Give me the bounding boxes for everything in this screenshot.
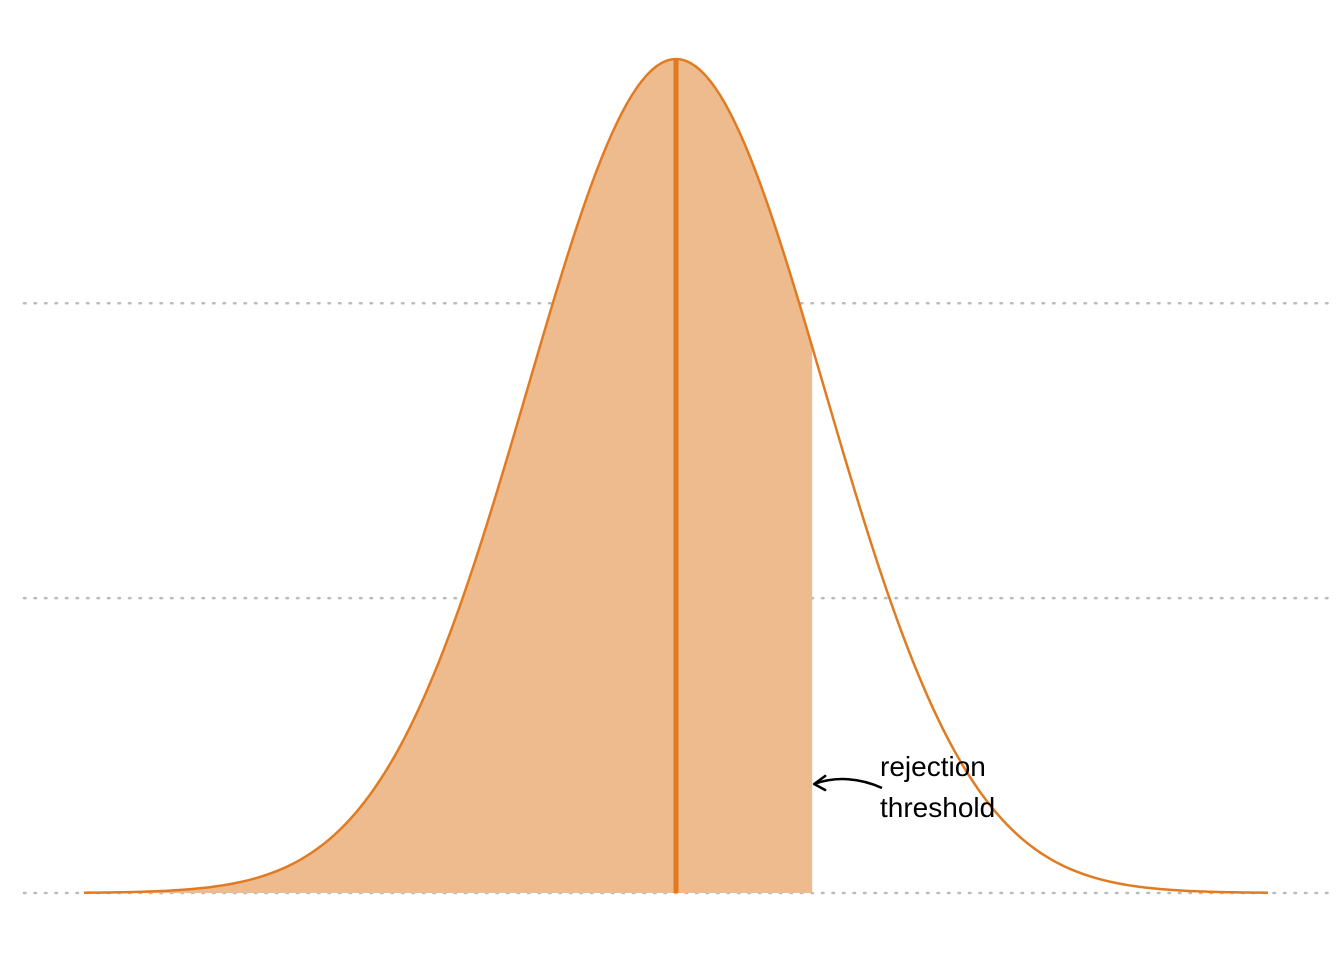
annotation-label-line-2: threshold: [880, 792, 995, 823]
rejection-region-fill: [84, 59, 813, 894]
annotation-label-line-1: rejection: [880, 751, 986, 782]
annotation-arrow: [813, 777, 883, 790]
annotation-arrowhead: [812, 774, 827, 792]
annotation: rejection threshold: [812, 751, 995, 823]
